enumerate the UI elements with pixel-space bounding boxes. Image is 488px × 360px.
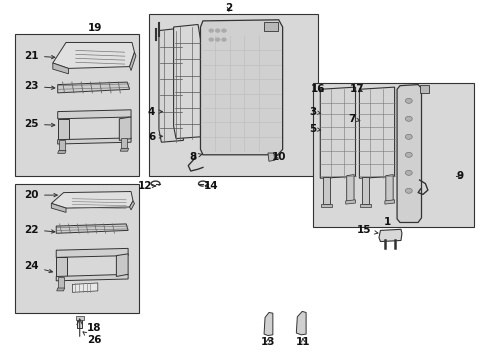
Polygon shape: [264, 312, 272, 336]
Text: 15: 15: [356, 225, 377, 235]
Text: 9: 9: [455, 171, 462, 181]
Circle shape: [405, 134, 411, 139]
Text: 22: 22: [24, 225, 55, 235]
Polygon shape: [58, 138, 131, 144]
Text: 14: 14: [203, 181, 218, 192]
Bar: [15, 34, 139, 176]
Polygon shape: [200, 20, 282, 155]
Text: 4: 4: [147, 107, 162, 117]
Circle shape: [208, 29, 213, 32]
Text: 25: 25: [24, 119, 55, 129]
Polygon shape: [321, 204, 331, 207]
Polygon shape: [267, 153, 274, 161]
Circle shape: [215, 29, 220, 32]
Text: 23: 23: [24, 81, 55, 91]
Text: 5: 5: [309, 124, 320, 134]
Bar: [312, 83, 473, 227]
Text: 11: 11: [295, 337, 310, 347]
Circle shape: [405, 188, 411, 193]
Circle shape: [208, 38, 213, 41]
Text: 1: 1: [383, 217, 390, 228]
Bar: [419, 85, 428, 93]
Text: 8: 8: [189, 152, 202, 162]
Polygon shape: [345, 200, 355, 204]
Text: 26: 26: [83, 332, 101, 345]
Polygon shape: [56, 224, 128, 233]
Text: 17: 17: [349, 84, 364, 94]
Polygon shape: [58, 110, 131, 119]
Text: 6: 6: [148, 132, 162, 142]
Bar: [149, 14, 317, 176]
Polygon shape: [72, 283, 98, 292]
Circle shape: [215, 38, 220, 41]
Polygon shape: [58, 119, 69, 140]
Circle shape: [405, 152, 411, 157]
Text: 18: 18: [86, 323, 101, 333]
Polygon shape: [56, 257, 67, 277]
Text: 19: 19: [88, 23, 102, 33]
Text: 12: 12: [137, 181, 155, 192]
Text: 24: 24: [24, 261, 52, 273]
Polygon shape: [120, 148, 128, 151]
Polygon shape: [57, 288, 64, 291]
Polygon shape: [51, 192, 133, 208]
Circle shape: [405, 98, 411, 103]
Polygon shape: [58, 277, 63, 288]
Polygon shape: [51, 203, 66, 212]
Polygon shape: [361, 177, 368, 204]
Bar: [15, 184, 139, 313]
Polygon shape: [58, 82, 129, 93]
Text: 2: 2: [225, 3, 232, 13]
Polygon shape: [159, 28, 183, 142]
Text: 7: 7: [347, 114, 359, 124]
Polygon shape: [384, 200, 394, 204]
Text: 21: 21: [24, 51, 55, 61]
Circle shape: [405, 170, 411, 175]
Polygon shape: [173, 24, 200, 139]
Bar: [264, 22, 277, 31]
Circle shape: [405, 116, 411, 121]
Polygon shape: [121, 138, 127, 148]
Polygon shape: [116, 254, 128, 276]
Polygon shape: [359, 87, 394, 178]
Polygon shape: [378, 229, 401, 242]
Polygon shape: [396, 85, 421, 222]
Polygon shape: [77, 319, 82, 328]
Text: 10: 10: [271, 152, 285, 162]
Text: 3: 3: [309, 107, 320, 117]
Polygon shape: [56, 274, 128, 281]
Polygon shape: [58, 150, 66, 153]
Polygon shape: [76, 316, 83, 320]
Polygon shape: [296, 311, 305, 335]
Polygon shape: [56, 248, 128, 257]
Polygon shape: [119, 117, 131, 140]
Polygon shape: [129, 52, 136, 71]
Polygon shape: [346, 175, 353, 202]
Polygon shape: [129, 201, 134, 210]
Polygon shape: [322, 177, 329, 204]
Text: 13: 13: [260, 337, 275, 347]
Polygon shape: [320, 87, 355, 178]
Text: 16: 16: [310, 84, 325, 94]
Polygon shape: [59, 140, 64, 150]
Text: 20: 20: [24, 190, 57, 200]
Polygon shape: [53, 42, 134, 68]
Circle shape: [221, 29, 226, 32]
Polygon shape: [360, 204, 370, 207]
Polygon shape: [385, 175, 392, 202]
Polygon shape: [53, 63, 68, 74]
Circle shape: [221, 38, 226, 41]
